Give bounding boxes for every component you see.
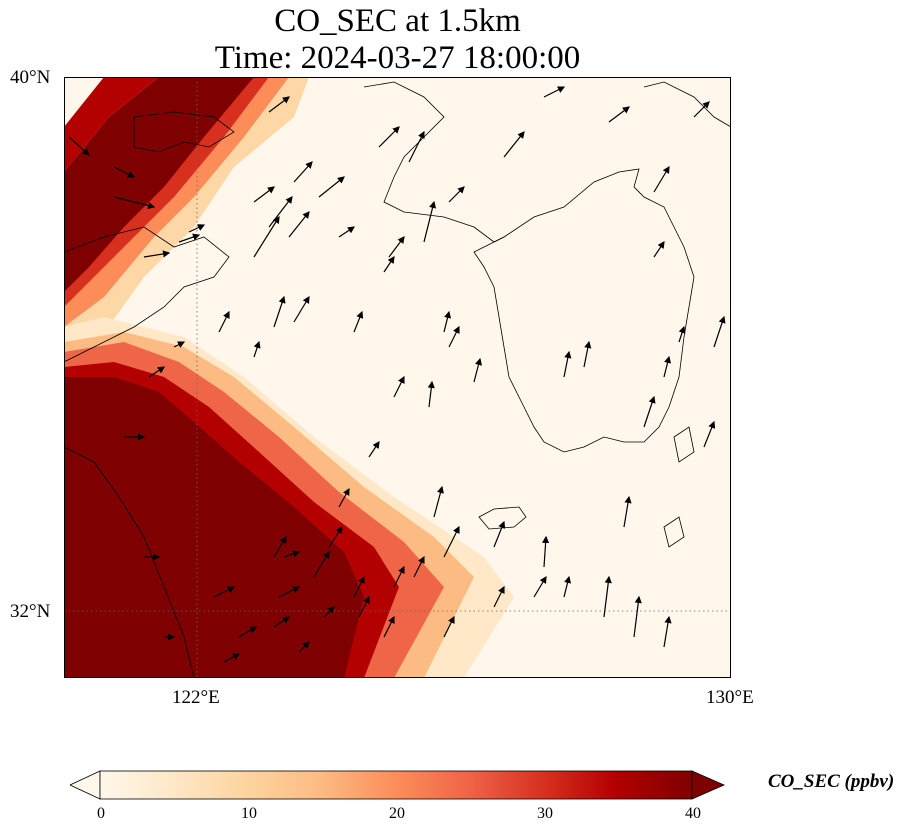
colorbar-extend-max [691, 770, 725, 800]
wind-arrow [368, 441, 380, 458]
wind-arrow [338, 226, 355, 238]
colorbar-tick-10: 10 [241, 805, 257, 822]
wind-arrow [313, 550, 330, 578]
wind-arrow [273, 535, 287, 558]
wind-arrow [68, 136, 90, 156]
wind-arrow [623, 495, 632, 528]
colorbar-extend-min [69, 770, 101, 800]
wind-arrow [293, 161, 313, 183]
wind-arrow [653, 165, 670, 193]
gridlines [64, 77, 731, 678]
wind-arrow [543, 86, 566, 98]
wind-arrow [253, 186, 275, 203]
wind-arrow [663, 615, 672, 648]
colorbar-gradient [99, 770, 693, 800]
wind-arrow [148, 366, 165, 378]
wind-arrow [323, 606, 335, 618]
wind-arrow [353, 310, 364, 333]
wind-arrow [173, 341, 186, 348]
wind-arrow [413, 555, 425, 578]
wind-arrow [268, 96, 290, 113]
wind-arrow [288, 211, 310, 238]
wind-arrow [383, 256, 395, 273]
wind-arrow [427, 380, 435, 408]
wind-arrow [113, 196, 156, 210]
wind-arrow [253, 215, 280, 258]
wind-arrow [388, 236, 405, 258]
wind-arrow [493, 585, 505, 608]
wind-arrow [218, 310, 230, 333]
wind-arrow [238, 626, 258, 638]
colorbar-tick-20: 20 [389, 805, 405, 822]
wind-arrow [408, 130, 425, 163]
map-plot-area [64, 77, 731, 678]
wind-arrow [448, 186, 465, 203]
colorbar-tick-0: 0 [97, 805, 105, 822]
wind-vector-field [68, 86, 726, 663]
wind-arrow [633, 595, 642, 638]
wind-arrow [443, 525, 460, 558]
wind-arrow [268, 196, 293, 228]
wind-arrow [273, 295, 286, 328]
wind-arrow [378, 126, 400, 148]
wind-arrow [703, 420, 716, 448]
wind-arrow [433, 485, 444, 518]
wind-arrow [253, 340, 261, 358]
wind-arrow [338, 487, 350, 508]
lat-tick-40: 40°N [10, 67, 51, 88]
wind-arrow [473, 357, 482, 383]
wind-arrow [113, 166, 136, 178]
lat-tick-32: 32°N [10, 601, 51, 622]
wind-arrow [563, 575, 572, 598]
wind-arrow [693, 101, 710, 118]
wind-arrow [178, 233, 201, 243]
wind-arrow [318, 176, 345, 198]
wind-arrow [273, 616, 290, 628]
wind-arrow [213, 586, 236, 598]
wind-arrow [283, 550, 301, 558]
wind-arrow [493, 520, 506, 548]
wind-arrow [643, 395, 656, 428]
colorbar [69, 769, 726, 801]
colorbar-tick-40: 40 [685, 805, 701, 822]
wind-arrow [603, 575, 612, 618]
wind-arrow [393, 375, 405, 398]
wind-arrow [443, 310, 452, 333]
wind-arrow [293, 295, 310, 323]
lon-tick-122: 122°E [172, 687, 220, 708]
co-plume-northwest [64, 77, 309, 377]
wind-arrow [298, 641, 310, 653]
map-canvas [64, 77, 731, 678]
wind-arrow [663, 355, 672, 378]
wind-arrow [563, 350, 572, 378]
wind-arrow [393, 565, 405, 588]
coastlines [64, 81, 731, 678]
wind-arrow [678, 325, 686, 343]
co-plume-southwest [64, 317, 514, 678]
colorbar-label: CO_SEC (ppbv) [768, 771, 895, 792]
wind-arrow [542, 535, 550, 568]
wind-arrow [533, 575, 547, 598]
wind-arrow [223, 653, 241, 663]
wind-arrow [353, 575, 365, 598]
map-title-line1: CO_SEC at 1.5km [274, 3, 521, 39]
map-title-line2: Time: 2024-03-27 18:00:00 [214, 40, 581, 76]
wind-arrow [328, 525, 343, 548]
wind-arrow [503, 131, 525, 158]
wind-arrow [143, 250, 171, 258]
lon-tick-130: 130°E [706, 687, 754, 708]
wind-arrow [423, 200, 437, 243]
wind-arrow [608, 106, 630, 123]
wind-arrow [448, 325, 460, 348]
wind-arrow [358, 595, 370, 618]
wind-arrow [583, 340, 592, 368]
wind-arrow [443, 615, 455, 638]
wind-arrow [713, 315, 726, 348]
wind-arrow [278, 586, 301, 598]
wind-arrow [653, 241, 665, 258]
colorbar-tick-30: 30 [537, 805, 553, 822]
wind-arrow [383, 615, 395, 638]
wind-arrow [188, 224, 206, 233]
